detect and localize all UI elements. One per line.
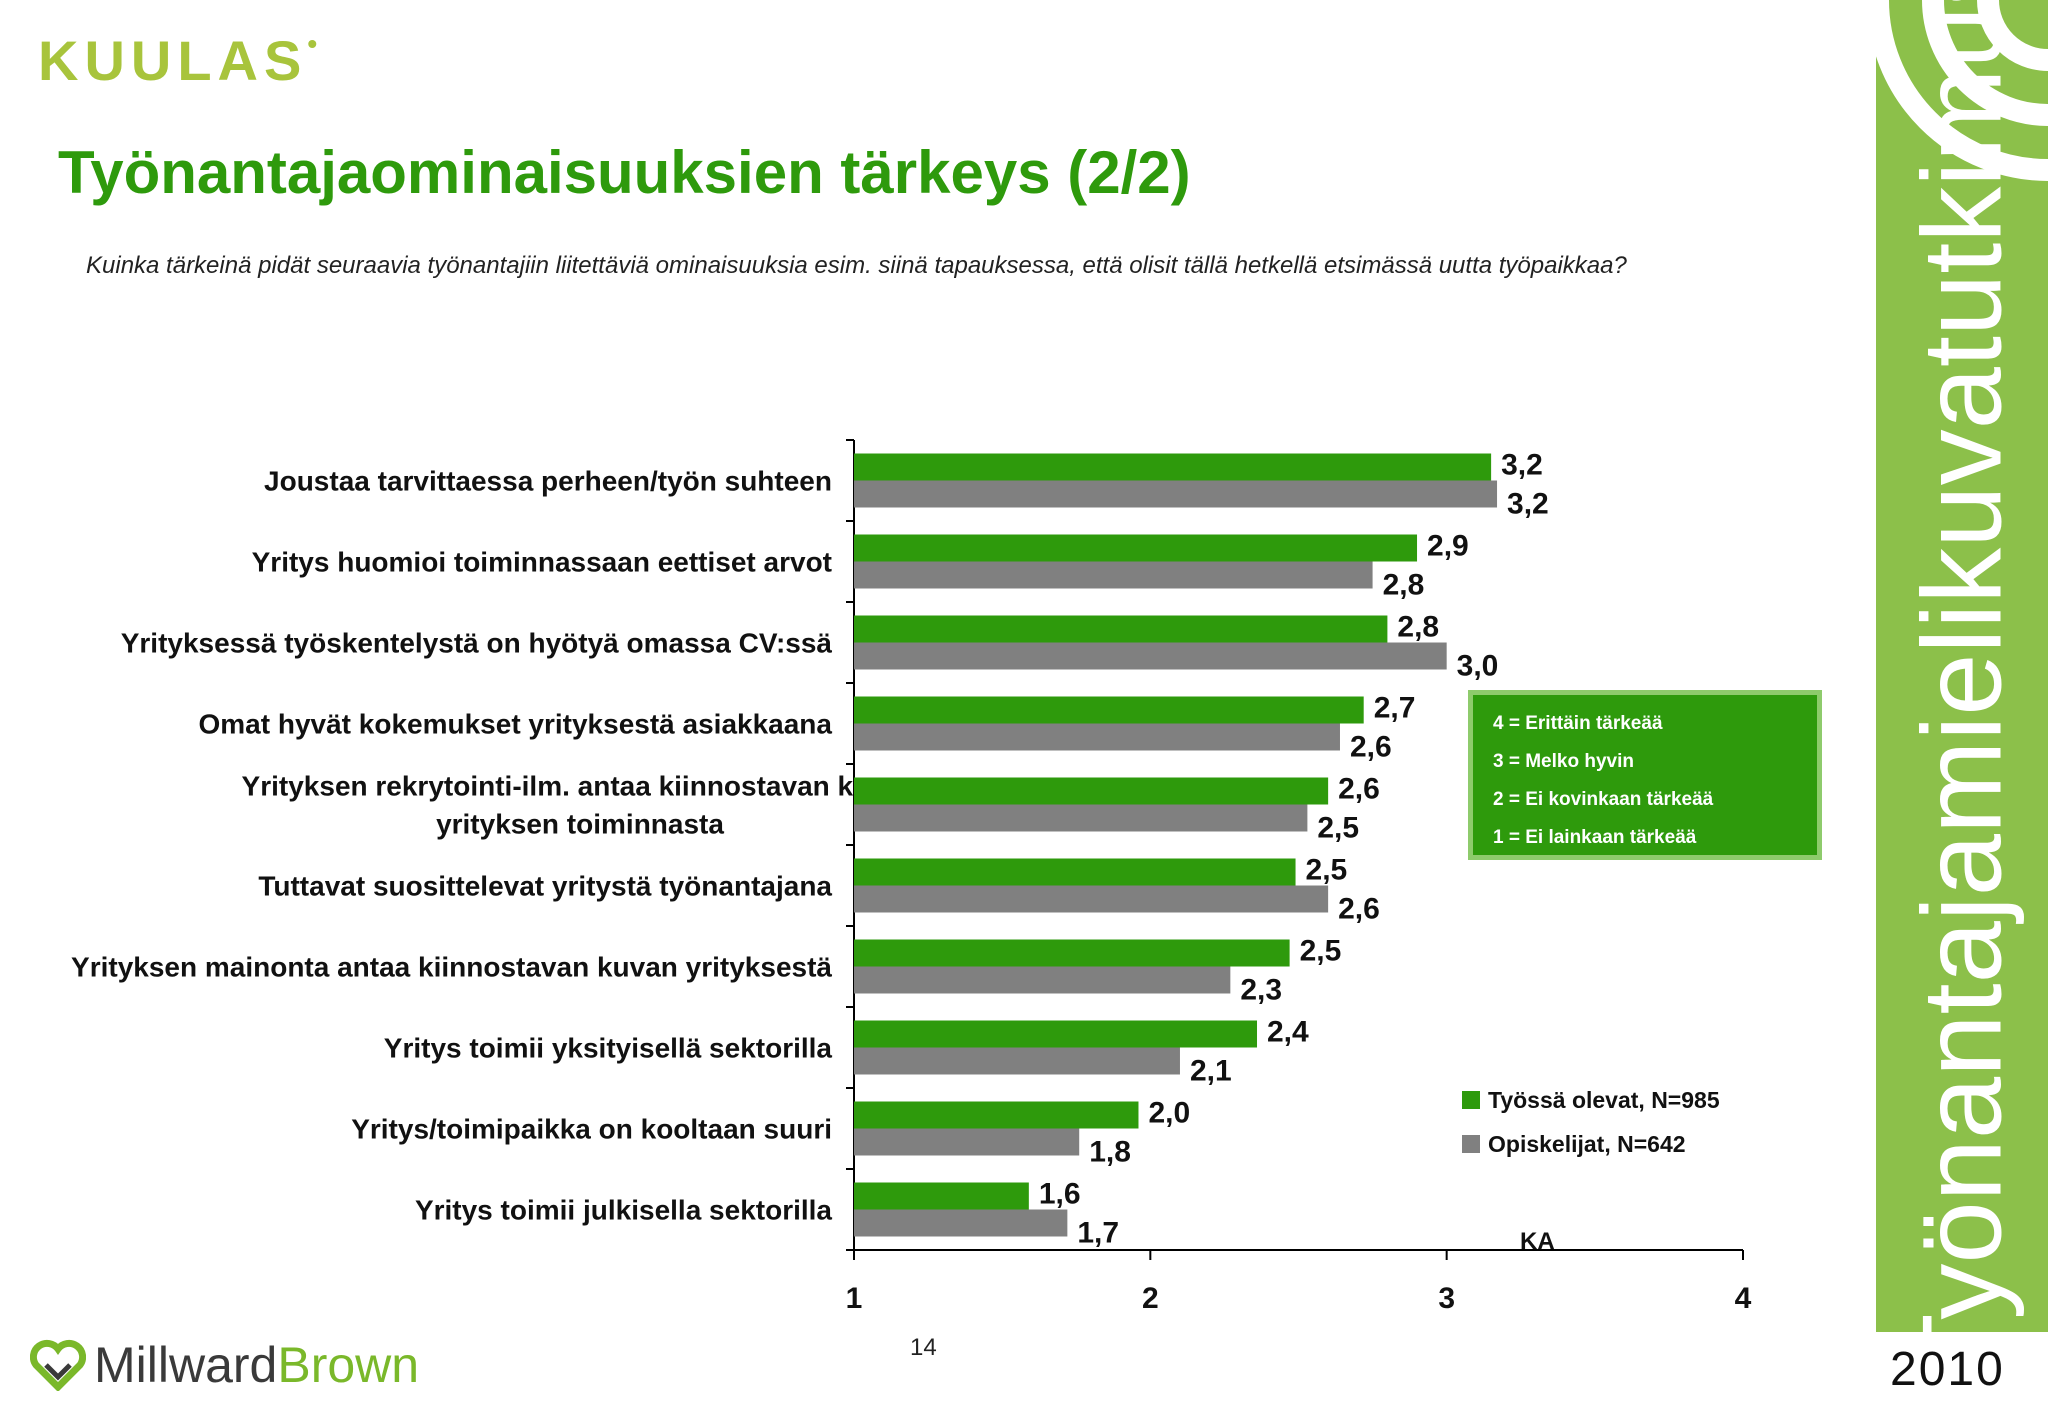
axis-unit-label: KA bbox=[1520, 1228, 1555, 1255]
bar-working bbox=[854, 939, 1290, 967]
category-label: Yritys huomioi toiminnassaan eettiset ar… bbox=[252, 547, 832, 578]
bar-students bbox=[854, 723, 1340, 751]
wordmark-part1: Millward bbox=[94, 1337, 278, 1393]
millward-brown-wordmark: MillwardBrown bbox=[94, 1336, 419, 1394]
legend-item-students: Opiskelijat, N=642 bbox=[1462, 1122, 1720, 1166]
x-tick-label: 3 bbox=[1438, 1282, 1455, 1315]
wordmark-part2: Brown bbox=[277, 1337, 420, 1393]
category-label: yrityksen toiminnasta bbox=[436, 809, 724, 840]
data-label-working: 2,5 bbox=[1306, 854, 1348, 887]
category-label: Yrityksen rekrytointi-ilm. antaa kiinnos… bbox=[242, 771, 919, 802]
bar-students bbox=[854, 480, 1498, 508]
data-label-working: 2,0 bbox=[1148, 1097, 1190, 1130]
legend-label-students: Opiskelijat, N=642 bbox=[1488, 1130, 1686, 1157]
bar-students bbox=[854, 1128, 1080, 1156]
legend-label-working: Työssä olevat, N=985 bbox=[1488, 1086, 1720, 1113]
side-title: Työnantajamielikuvatutkimus bbox=[1899, 0, 2025, 1332]
data-label-students: 2,6 bbox=[1338, 893, 1380, 926]
category-label: Yritys/toimipaikka on kooltaan suuri bbox=[351, 1114, 832, 1145]
data-label-students: 2,3 bbox=[1240, 974, 1282, 1007]
logo-text: KUULAS bbox=[38, 29, 308, 92]
bar-working bbox=[854, 1182, 1029, 1210]
page-title: Työnantajaominaisuuksien tärkeys (2/2) bbox=[58, 139, 1191, 206]
category-label: Joustaa tarvittaessa perheen/työn suhtee… bbox=[264, 466, 832, 497]
data-label-working: 2,7 bbox=[1374, 692, 1416, 725]
question-text: Kuinka tärkeinä pidät seuraavia työnanta… bbox=[86, 252, 1627, 279]
data-label-students: 2,1 bbox=[1190, 1055, 1232, 1088]
data-label-working: 2,5 bbox=[1300, 935, 1342, 968]
bar-working bbox=[854, 453, 1492, 481]
data-label-working: 1,6 bbox=[1039, 1178, 1081, 1211]
bar-working bbox=[854, 615, 1388, 643]
x-tick-label: 4 bbox=[1735, 1282, 1752, 1315]
data-label-students: 1,7 bbox=[1077, 1217, 1119, 1250]
side-band: Työnantajamielikuvatutkimus bbox=[1876, 0, 2048, 1332]
bar-students bbox=[854, 1047, 1180, 1075]
data-label-students: 2,5 bbox=[1317, 812, 1359, 845]
category-label: Yritys toimii julkisella sektorilla bbox=[415, 1195, 832, 1226]
bar-working bbox=[854, 1020, 1258, 1048]
x-tick-label: 2 bbox=[1142, 1282, 1159, 1315]
bar-students bbox=[854, 642, 1447, 670]
bar-working bbox=[854, 1101, 1139, 1129]
bar-working bbox=[854, 858, 1296, 886]
scale-legend-item: 4 = Erittäin tärkeää bbox=[1493, 713, 1663, 734]
heart-logo-icon bbox=[30, 1339, 86, 1391]
bar-working bbox=[854, 777, 1329, 805]
year-label: 2010 bbox=[1890, 1343, 2005, 1396]
bar-students bbox=[854, 1209, 1068, 1237]
category-label: Yrityksen mainonta antaa kiinnostavan ku… bbox=[71, 952, 832, 983]
data-label-students: 3,0 bbox=[1457, 650, 1499, 683]
year-box bbox=[1876, 1332, 2048, 1418]
data-label-students: 1,8 bbox=[1089, 1136, 1131, 1169]
x-tick-label: 1 bbox=[846, 1282, 863, 1315]
legend-item-working: Työssä olevat, N=985 bbox=[1462, 1078, 1720, 1122]
data-label-students: 3,2 bbox=[1507, 488, 1549, 521]
data-label-working: 2,6 bbox=[1338, 773, 1380, 806]
legend-swatch-students bbox=[1462, 1135, 1480, 1153]
bar-students bbox=[854, 561, 1373, 589]
series-legend: Työssä olevat, N=985 Opiskelijat, N=642 bbox=[1462, 1078, 1720, 1166]
category-label: Tuttavat suosittelevat yritystä työnanta… bbox=[258, 871, 832, 902]
scale-legend-item: 1 = Ei lainkaan tärkeää bbox=[1493, 827, 1697, 848]
category-label: Yrityksessä työskentelystä on hyötyä oma… bbox=[121, 628, 833, 659]
kuulas-logo: KUULAS• bbox=[38, 28, 323, 93]
legend-swatch-working bbox=[1462, 1091, 1480, 1109]
category-label: Omat hyvät kokemukset yrityksestä asiakk… bbox=[199, 709, 833, 740]
data-label-working: 3,2 bbox=[1501, 449, 1543, 482]
bar-students bbox=[854, 966, 1231, 994]
scale-legend-item: 2 = Ei kovinkaan tärkeää bbox=[1493, 789, 1714, 810]
bar-students bbox=[854, 804, 1308, 832]
millward-brown-logo: MillwardBrown bbox=[30, 1336, 419, 1394]
bar-students bbox=[854, 885, 1329, 913]
bar-working bbox=[854, 534, 1418, 562]
data-label-students: 2,8 bbox=[1383, 569, 1425, 602]
data-label-working: 2,4 bbox=[1267, 1016, 1309, 1049]
scale-legend: 4 = Erittäin tärkeää 3 = Melko hyvin 2 =… bbox=[1468, 690, 1822, 860]
logo-mark: • bbox=[307, 28, 324, 59]
page-number: 14 bbox=[910, 1334, 937, 1361]
scale-legend-item: 3 = Melko hyvin bbox=[1493, 751, 1634, 772]
category-label: Yritys toimii yksityisellä sektorilla bbox=[384, 1033, 833, 1064]
data-label-working: 2,8 bbox=[1397, 611, 1439, 644]
bar-chart: 1 2 3 4 Joustaa tarvittaessa perheen/työn su… bbox=[71, 439, 1752, 1315]
data-label-working: 2,9 bbox=[1427, 530, 1469, 563]
data-label-students: 2,6 bbox=[1350, 731, 1392, 764]
bar-working bbox=[854, 696, 1364, 724]
